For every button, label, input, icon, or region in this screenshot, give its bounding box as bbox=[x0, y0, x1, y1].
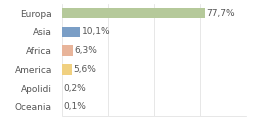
Text: 6,3%: 6,3% bbox=[75, 46, 98, 55]
Text: 77,7%: 77,7% bbox=[207, 9, 235, 18]
Bar bbox=[62, 8, 205, 18]
Text: 5,6%: 5,6% bbox=[73, 65, 96, 74]
Text: 10,1%: 10,1% bbox=[82, 27, 110, 36]
Text: 0,2%: 0,2% bbox=[64, 84, 86, 93]
Bar bbox=[62, 27, 80, 37]
Text: 0,1%: 0,1% bbox=[63, 102, 86, 111]
Bar bbox=[62, 64, 72, 75]
Bar bbox=[62, 45, 73, 56]
